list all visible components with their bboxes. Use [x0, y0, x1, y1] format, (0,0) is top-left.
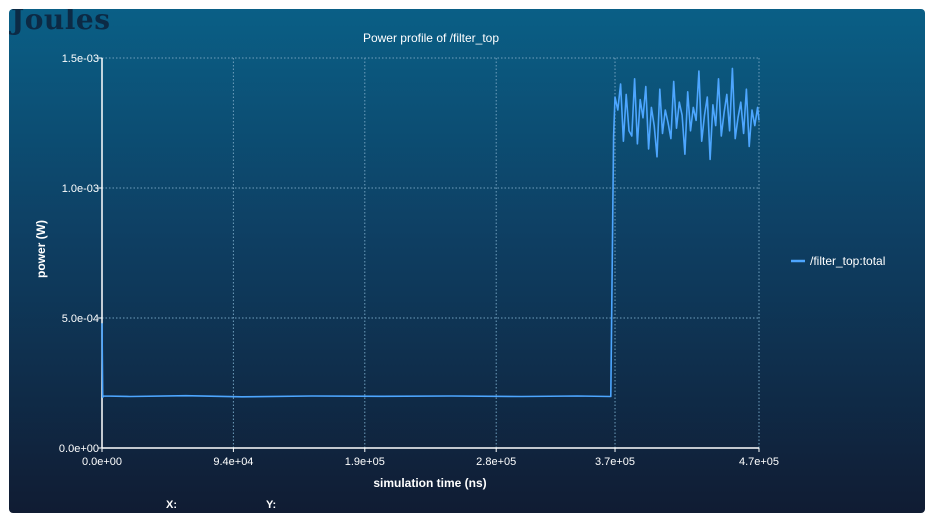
tick-labels: 0.0e+00 9.4e+04 1.9e+05 2.8e+05 3.7e+05 4.7e+…: [59, 53, 779, 468]
y-axis-label: power (W): [34, 220, 48, 278]
grid-lines: [102, 57, 760, 448]
plot-area[interactable]: [101, 67, 760, 399]
power-chart[interactable]: 0.0e+00 9.4e+04 1.9e+05 2.8e+05 3.7e+05 4.7e+…: [9, 9, 925, 513]
x-tick-label: 3.7e+05: [595, 456, 635, 468]
y-tick-label: 5.0e-04: [62, 313, 99, 325]
y-tick-label: 0.0e+00: [59, 443, 99, 455]
x-tick-label: 4.7e+05: [739, 456, 779, 468]
chart-title: Power profile of /filter_top: [363, 31, 499, 45]
y-tick-label: 1.0e-03: [62, 183, 99, 195]
x-axis-label: simulation time (ns): [373, 476, 486, 490]
x-tick-label: 0.0e+00: [82, 456, 122, 468]
series-line[interactable]: [101, 67, 760, 399]
x-tick-label: 2.8e+05: [476, 456, 516, 468]
x-readout-label: X:: [166, 499, 177, 511]
y-readout-label: Y:: [266, 499, 277, 511]
chart-panel: Joules 0.0e+00 9.4e+04 1.9e+05 2.8e+05 3.7e+…: [9, 9, 925, 513]
axes: [98, 57, 760, 452]
legend[interactable]: /filter_top:total: [791, 254, 885, 268]
y-tick-label: 1.5e-03: [62, 53, 99, 65]
joules-logo: Joules: [11, 9, 111, 36]
x-tick-label: 9.4e+04: [213, 456, 253, 468]
x-tick-label: 1.9e+05: [345, 456, 385, 468]
legend-label: /filter_top:total: [810, 254, 885, 268]
